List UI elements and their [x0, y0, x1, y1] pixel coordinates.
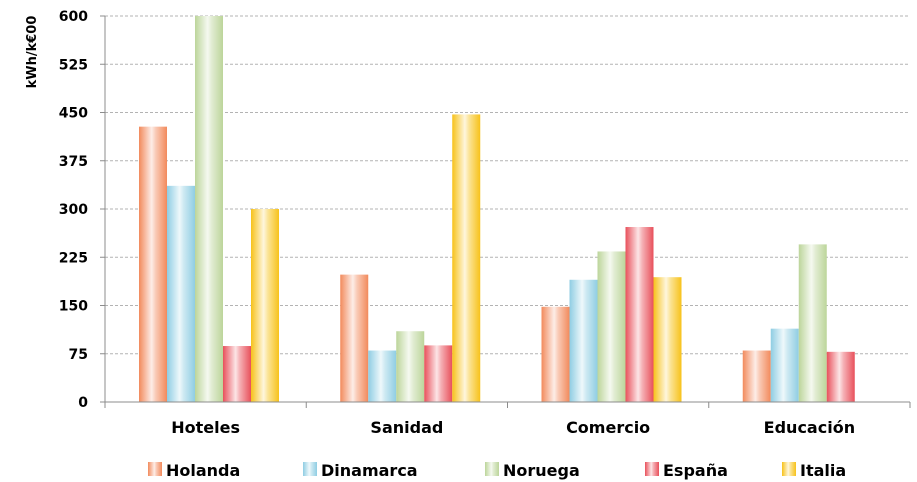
legend-item-españa: España	[645, 461, 728, 480]
bar-dinamarca-sanidad	[368, 350, 397, 402]
bar-italia-sanidad	[452, 114, 481, 403]
bar-dinamarca-educación	[770, 328, 799, 402]
legend-swatch	[303, 462, 317, 476]
y-axis-label: kWh/k€00	[25, 16, 40, 89]
legend-item-dinamarca: Dinamarca	[303, 461, 418, 480]
bar-españa-comercio	[625, 227, 654, 402]
legend-label: Holanda	[166, 461, 240, 480]
x-tick-label: Hoteles	[171, 418, 240, 437]
bar-españa-educación	[826, 351, 855, 402]
bar-españa-sanidad	[424, 345, 453, 402]
y-tick-label: 600	[59, 9, 88, 25]
y-tick-label: 225	[59, 250, 88, 266]
bar-dinamarca-comercio	[569, 279, 598, 402]
y-tick-label: 450	[59, 106, 88, 122]
y-tick-label: 375	[59, 154, 88, 170]
x-tick-label: Educación	[764, 418, 855, 437]
y-tick-label: 75	[69, 347, 88, 363]
legend-label: Italia	[800, 461, 846, 480]
bar-holanda-comercio	[541, 306, 570, 402]
y-tick-label: 525	[59, 57, 88, 73]
bar-noruega-comercio	[597, 251, 626, 402]
bar-noruega-educación	[798, 244, 827, 402]
bar-españa-hoteles	[223, 346, 251, 402]
y-tick-label: 300	[59, 202, 88, 218]
bar-dinamarca-hoteles	[167, 185, 195, 402]
bar-italia-comercio	[653, 277, 682, 402]
legend-swatch	[645, 462, 659, 476]
legend-swatch	[485, 462, 499, 476]
legend-item-holanda: Holanda	[148, 461, 240, 480]
legend-item-noruega: Noruega	[485, 461, 580, 480]
legend-label: España	[663, 461, 728, 480]
legend-item-italia: Italia	[782, 461, 846, 480]
bar-holanda-sanidad	[340, 274, 369, 402]
x-tick-label: Comercio	[566, 418, 650, 437]
legend-label: Dinamarca	[321, 461, 418, 480]
legend-swatch	[782, 462, 796, 476]
x-tick-label: Sanidad	[370, 418, 443, 437]
legend-swatch	[148, 462, 162, 476]
bar-holanda-hoteles	[139, 126, 167, 403]
bar-holanda-educación	[742, 350, 771, 402]
bar-noruega-hoteles	[195, 16, 223, 402]
legend-label: Noruega	[503, 461, 580, 480]
bar-italia-hoteles	[251, 209, 279, 402]
bar-noruega-sanidad	[396, 331, 425, 402]
y-tick-label: 150	[59, 299, 88, 315]
y-tick-label: 0	[78, 395, 88, 411]
